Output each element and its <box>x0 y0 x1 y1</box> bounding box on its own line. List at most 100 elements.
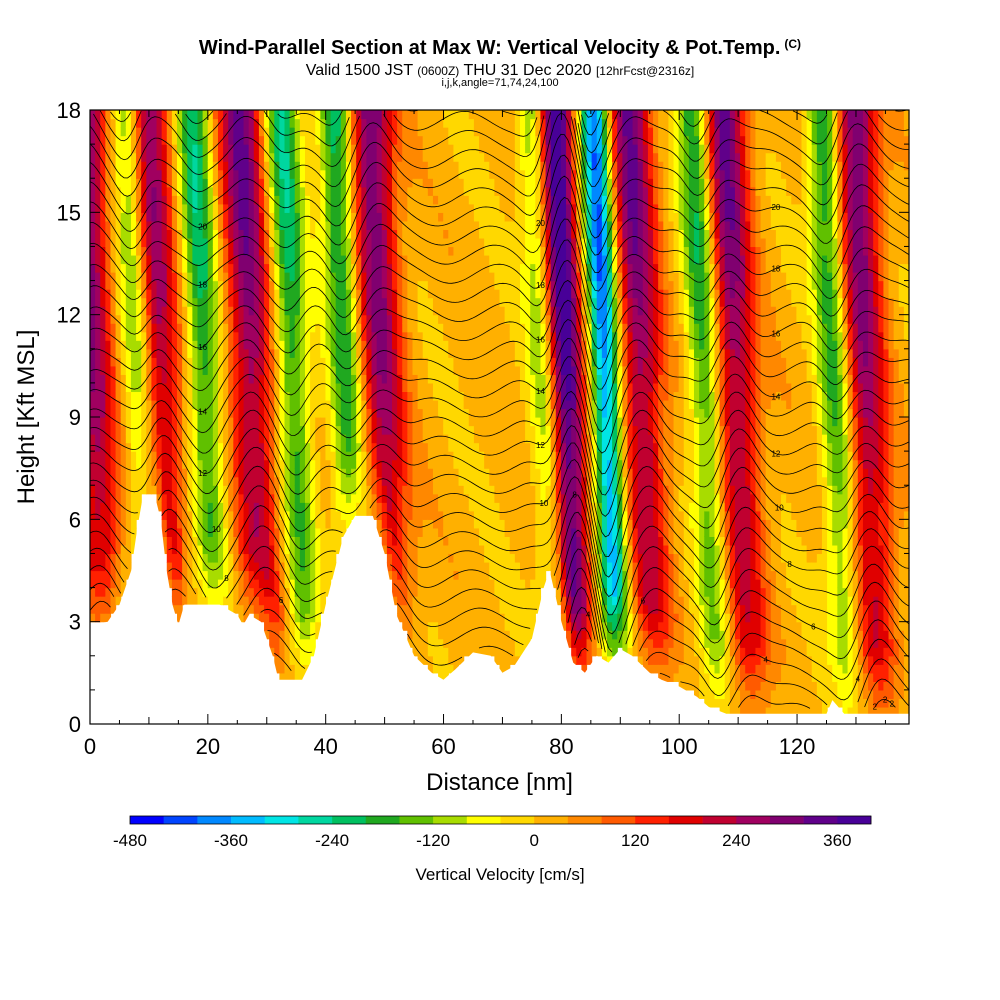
velocity-cell <box>463 169 470 179</box>
velocity-cell <box>320 195 327 205</box>
velocity-cell <box>289 596 296 606</box>
velocity-cell <box>432 468 439 478</box>
velocity-cell <box>279 638 286 648</box>
velocity-cell <box>207 169 214 179</box>
velocity-cell <box>166 229 173 239</box>
velocity-cell <box>279 536 286 546</box>
velocity-cell <box>345 306 352 316</box>
velocity-cell <box>156 118 163 128</box>
velocity-cell <box>386 519 393 529</box>
velocity-cell <box>519 519 526 529</box>
velocity-cell <box>192 169 199 179</box>
velocity-cell <box>438 544 444 555</box>
velocity-cell <box>417 621 424 631</box>
velocity-cell <box>479 178 485 188</box>
velocity-cell <box>95 451 101 461</box>
velocity-cell <box>243 178 250 188</box>
velocity-cell <box>187 280 193 290</box>
velocity-cell <box>95 417 101 427</box>
velocity-cell <box>202 374 209 384</box>
velocity-cell <box>320 476 327 486</box>
velocity-cell <box>489 621 495 631</box>
velocity-cell <box>489 399 495 410</box>
velocity-cell <box>397 579 403 589</box>
velocity-cell <box>473 212 480 222</box>
velocity-cell <box>187 544 193 555</box>
velocity-cell <box>484 510 490 520</box>
velocity-cell <box>284 459 291 469</box>
velocity-cell <box>253 289 260 299</box>
velocity-cell <box>192 254 199 265</box>
velocity-cell <box>417 408 424 418</box>
velocity-cell <box>228 323 234 333</box>
velocity-cell <box>269 570 275 580</box>
velocity-cell <box>136 510 142 520</box>
velocity-cell <box>182 314 188 324</box>
velocity-cell <box>504 476 511 486</box>
velocity-cell <box>212 314 219 324</box>
velocity-cell <box>519 408 526 418</box>
velocity-cell <box>294 237 301 248</box>
velocity-cell <box>325 408 332 418</box>
velocity-cell <box>514 417 521 427</box>
velocity-cell <box>212 186 219 196</box>
velocity-cell <box>361 289 368 299</box>
velocity-cell <box>494 280 501 290</box>
velocity-cell <box>110 297 117 307</box>
velocity-cell <box>177 553 183 563</box>
velocity-cell <box>274 579 280 589</box>
velocity-cell <box>443 127 449 137</box>
velocity-cell <box>192 144 199 154</box>
velocity-cell <box>320 493 327 503</box>
velocity-cell <box>330 195 337 205</box>
velocity-cell <box>90 587 96 597</box>
velocity-cell <box>468 220 475 230</box>
velocity-cell <box>161 203 168 213</box>
velocity-cell <box>392 297 398 307</box>
velocity-cell <box>453 391 460 401</box>
velocity-cell <box>182 536 188 546</box>
velocity-cell <box>407 451 414 461</box>
velocity-cell <box>371 434 378 444</box>
velocity-cell <box>504 485 511 495</box>
velocity-cell <box>335 417 342 427</box>
velocity-cell <box>217 306 224 316</box>
velocity-cell <box>315 178 321 188</box>
velocity-cell <box>115 178 122 188</box>
velocity-cell <box>90 340 96 350</box>
velocity-cell <box>473 485 480 495</box>
velocity-cell <box>427 314 434 324</box>
velocity-cell <box>284 493 291 503</box>
velocity-cell <box>468 110 475 120</box>
velocity-cell <box>479 246 485 256</box>
velocity-cell <box>182 570 188 580</box>
velocity-cell <box>489 289 495 299</box>
velocity-cell <box>289 638 296 648</box>
velocity-cell <box>105 280 112 290</box>
velocity-cell <box>120 417 127 427</box>
velocity-cell <box>473 638 480 648</box>
velocity-cell <box>397 135 403 145</box>
velocity-cell <box>294 596 301 606</box>
velocity-cell <box>187 254 193 265</box>
velocity-cell <box>397 246 403 256</box>
velocity-cell <box>489 638 495 648</box>
velocity-cell <box>473 144 480 154</box>
velocity-cell <box>376 340 383 350</box>
velocity-cell <box>443 442 449 452</box>
velocity-cell <box>294 451 301 461</box>
velocity-cell <box>438 237 444 248</box>
velocity-cell <box>494 510 501 520</box>
velocity-cell <box>392 579 398 589</box>
velocity-cell <box>361 442 368 452</box>
velocity-cell <box>479 442 485 452</box>
velocity-cell <box>438 110 444 120</box>
velocity-cell <box>120 510 127 520</box>
velocity-cell <box>356 118 362 128</box>
velocity-cell <box>422 314 429 324</box>
velocity-cell <box>284 340 291 350</box>
velocity-cell <box>284 655 291 665</box>
velocity-cell <box>182 144 188 154</box>
velocity-cell <box>509 510 516 520</box>
velocity-cell <box>248 272 255 282</box>
